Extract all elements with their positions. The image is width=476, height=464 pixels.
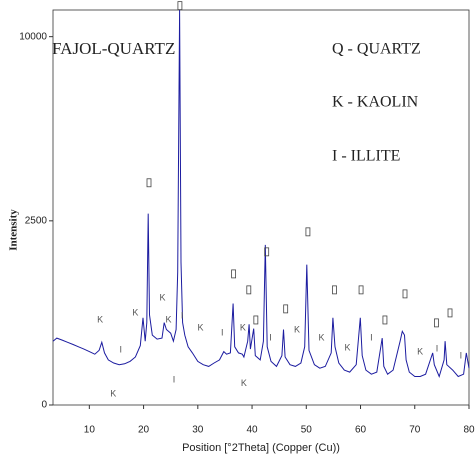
quartz-peak-marker [283, 304, 289, 314]
quartz-peak-marker [434, 318, 439, 328]
quartz-peak-marker [253, 315, 259, 325]
phase-annotation: K [97, 314, 103, 324]
y-axis-label: Intensity [8, 209, 20, 251]
phase-annotation: K [240, 322, 246, 332]
quartz-peak-marker [146, 178, 152, 188]
x-tick-label: 60 [355, 425, 367, 436]
phase-annotation: I [370, 332, 373, 342]
quartz-peak-marker [358, 285, 364, 295]
x-tick-label: 30 [192, 425, 204, 436]
legend-entry: I - ILLITE [332, 148, 400, 165]
phase-annotation: I [173, 374, 176, 384]
phase-annotation: K [318, 332, 324, 342]
quartz-peak-marker [305, 227, 311, 237]
quartz-peak-marker [447, 308, 453, 318]
sample-label: FAJOL-QUARTZ [52, 39, 175, 58]
quartz-peak-marker [246, 285, 252, 295]
y-tick-label: 0 [41, 400, 47, 411]
xrd-trace [52, 9, 470, 378]
phase-annotation: K [345, 342, 351, 352]
phase-annotation: K [132, 307, 138, 317]
phase-annotation: K [417, 346, 423, 356]
phase-annotation: K [160, 292, 166, 302]
quartz-peak-marker [402, 289, 408, 299]
quartz-peak-marker [231, 269, 237, 279]
x-tick-label: 80 [463, 425, 475, 436]
phase-annotation: K [198, 322, 204, 332]
phase-annotation: K [166, 314, 172, 324]
quartz-peak-marker [332, 285, 337, 295]
phase-annotation: I [269, 332, 272, 342]
y-tick-label: 2500 [25, 215, 48, 226]
x-tick-label: 10 [84, 425, 96, 436]
y-tick-label: 10000 [19, 31, 47, 42]
quartz-peak-marker [382, 315, 388, 325]
legend-entry: Q - QUARTZ [332, 41, 421, 58]
phase-annotation: K [294, 324, 300, 334]
legend-entry: K - KAOLIN [332, 94, 419, 111]
phase-annotation: I [436, 343, 439, 353]
x-tick-label: 40 [246, 425, 258, 436]
phase-annotation: I [181, 310, 184, 320]
plot-frame [52, 9, 470, 406]
phase-annotation: K [241, 378, 247, 388]
x-tick-label: 50 [301, 425, 313, 436]
x-axis-label: Position [°2Theta] (Copper (Cu)) [182, 442, 340, 454]
quartz-peak-marker [177, 1, 183, 11]
x-tick-label: 70 [409, 425, 421, 436]
phase-annotation: I [120, 344, 123, 354]
phase-annotation: I [221, 327, 224, 337]
x-tick-label: 20 [138, 425, 150, 436]
quartz-peak-marker [264, 247, 270, 257]
phase-annotation: I [460, 350, 463, 360]
phase-annotation: K [110, 388, 116, 398]
